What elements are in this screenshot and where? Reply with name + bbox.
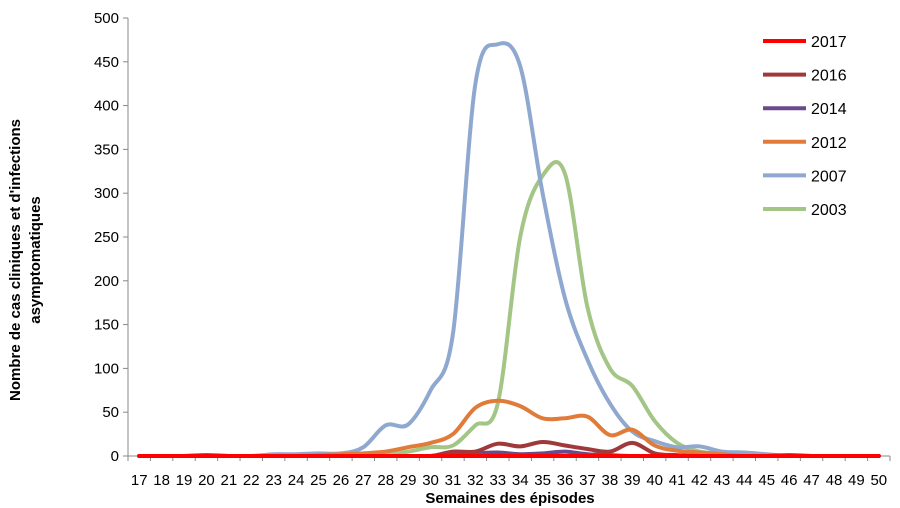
y-tick-label: 500 <box>94 10 119 27</box>
x-tick-label: 38 <box>602 472 619 489</box>
x-tick-label: 30 <box>422 472 439 489</box>
y-tick-label: 50 <box>102 404 119 421</box>
y-axis-title-line2: asymptomatiques <box>27 196 44 324</box>
legend-label-2007: 2007 <box>811 168 847 185</box>
x-tick-label: 22 <box>243 472 260 489</box>
x-tick-label: 31 <box>445 472 462 489</box>
series-line-2003 <box>137 160 881 458</box>
x-tick-label: 29 <box>400 472 417 489</box>
x-tick-label: 47 <box>803 472 820 489</box>
x-tick-label: 48 <box>826 472 843 489</box>
y-tick-label: 150 <box>94 317 119 334</box>
x-tick-label: 18 <box>153 472 170 489</box>
legend-label-2014: 2014 <box>811 101 847 118</box>
legend-label-2003: 2003 <box>811 202 847 219</box>
y-tick-label: 350 <box>94 141 119 158</box>
legend-label-2017: 2017 <box>811 34 847 51</box>
x-tick-label: 20 <box>198 472 215 489</box>
x-tick-label: 23 <box>265 472 282 489</box>
series-line-2012 <box>137 398 881 458</box>
y-tick-label: 200 <box>94 273 119 290</box>
x-tick-label: 45 <box>758 472 775 489</box>
x-tick-label: 27 <box>355 472 372 489</box>
y-tick-label: 450 <box>94 54 119 71</box>
y-tick-label: 300 <box>94 185 119 202</box>
y-tick-label: 400 <box>94 98 119 115</box>
x-tick-label: 19 <box>176 472 193 489</box>
y-tick-label: 0 <box>111 448 119 465</box>
legend-label-2012: 2012 <box>811 135 847 152</box>
x-tick-label: 35 <box>534 472 551 489</box>
x-tick-label: 49 <box>848 472 865 489</box>
x-tick-label: 17 <box>131 472 148 489</box>
legend-label-2016: 2016 <box>811 68 847 85</box>
series-lines <box>137 41 881 458</box>
x-tick-label: 42 <box>691 472 708 489</box>
axes: 0 50 100 150 200 250 300 350 400 450 500 17 18 19 20 21… <box>94 10 891 489</box>
legend: 2017 2016 2014 2012 2007 2003 <box>763 34 847 219</box>
x-tick-label: 37 <box>579 472 596 489</box>
x-tick-label: 28 <box>377 472 394 489</box>
x-tick-label: 44 <box>736 472 753 489</box>
x-tick-label: 39 <box>624 472 641 489</box>
y-tick-label: 250 <box>94 229 119 246</box>
x-tick-label: 24 <box>288 472 305 489</box>
x-tick-label: 26 <box>333 472 350 489</box>
x-tick-label: 34 <box>512 472 529 489</box>
y-axis-title-line1: Nombre de cas cliniques et d'infections <box>7 119 24 401</box>
x-tick-label: 32 <box>467 472 484 489</box>
x-tick-label: 46 <box>781 472 798 489</box>
x-tick-label: 43 <box>714 472 731 489</box>
series-line-2007 <box>137 41 881 458</box>
x-tick-label: 36 <box>557 472 574 489</box>
x-tick-label: 25 <box>310 472 327 489</box>
x-axis-title: Semaines des épisodes <box>425 490 594 507</box>
x-tick-label: 41 <box>669 472 686 489</box>
x-tick-label: 21 <box>221 472 238 489</box>
y-tick-label: 100 <box>94 360 119 377</box>
x-tick-label: 40 <box>646 472 663 489</box>
x-tick-label: 33 <box>489 472 506 489</box>
x-tick-label: 50 <box>870 472 887 489</box>
